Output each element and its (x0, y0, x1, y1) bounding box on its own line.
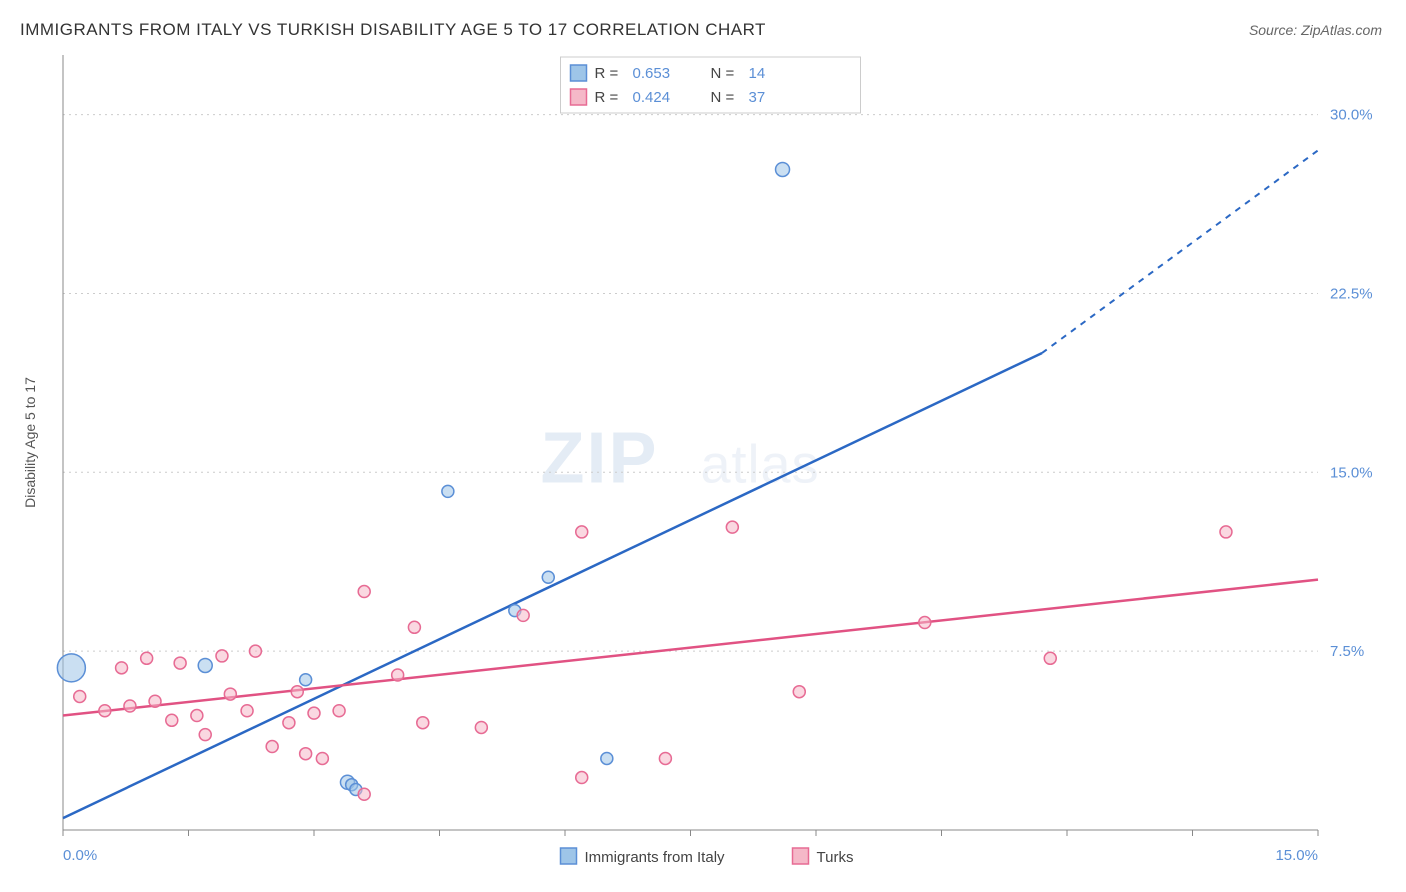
watermark: atlas (701, 435, 820, 495)
data-point (199, 729, 211, 741)
legend-n-value: 14 (749, 65, 766, 82)
data-point (291, 686, 303, 698)
legend-n-label: N = (711, 89, 735, 106)
y-tick-label: 30.0% (1330, 107, 1373, 124)
data-point (166, 714, 178, 726)
data-point (659, 752, 671, 764)
data-point (475, 721, 487, 733)
data-point (776, 162, 790, 176)
source-label: Source: ZipAtlas.com (1249, 22, 1382, 38)
legend-swatch (571, 65, 587, 81)
data-point (1044, 652, 1056, 664)
data-point (74, 690, 86, 702)
data-point (141, 652, 153, 664)
data-point (919, 617, 931, 629)
data-point (316, 752, 328, 764)
data-point (216, 650, 228, 662)
legend-series-name: Immigrants from Italy (585, 849, 726, 866)
data-point (442, 485, 454, 497)
legend-r-label: R = (595, 89, 619, 106)
data-point (57, 654, 85, 682)
chart-title: IMMIGRANTS FROM ITALY VS TURKISH DISABIL… (20, 20, 766, 40)
data-point (392, 669, 404, 681)
x-tick-label: 15.0% (1275, 847, 1318, 864)
data-point (358, 586, 370, 598)
watermark: ZIP (541, 419, 659, 499)
data-point (576, 772, 588, 784)
y-tick-label: 22.5% (1330, 285, 1373, 302)
data-point (300, 674, 312, 686)
data-point (266, 741, 278, 753)
data-point (726, 521, 738, 533)
chart-container: ZIP atlas 7.5% 15.0% 22.5% 30.0% 0.0% 15.0% Disa… (18, 55, 1388, 882)
data-point (174, 657, 186, 669)
data-point (517, 609, 529, 621)
data-point (576, 526, 588, 538)
data-point (224, 688, 236, 700)
data-point (542, 571, 554, 583)
legend-swatch (571, 89, 587, 105)
data-point (358, 788, 370, 800)
data-point (116, 662, 128, 674)
trend-line-dashed (1042, 150, 1318, 353)
data-point (249, 645, 261, 657)
data-point (300, 748, 312, 760)
data-point (283, 717, 295, 729)
data-point (99, 705, 111, 717)
data-point (601, 752, 613, 764)
correlation-scatter-chart: ZIP atlas 7.5% 15.0% 22.5% 30.0% 0.0% 15.0% Disa… (18, 55, 1388, 882)
legend-r-value: 0.424 (633, 89, 671, 106)
legend-r-label: R = (595, 65, 619, 82)
y-axis-label: Disability Age 5 to 17 (22, 377, 38, 508)
data-point (1220, 526, 1232, 538)
data-point (308, 707, 320, 719)
data-point (793, 686, 805, 698)
y-tick-label: 15.0% (1330, 464, 1373, 481)
data-point (198, 658, 212, 672)
data-point (417, 717, 429, 729)
data-point (191, 710, 203, 722)
x-tick-label: 0.0% (63, 847, 97, 864)
legend-swatch (793, 848, 809, 864)
data-point (241, 705, 253, 717)
data-point (124, 700, 136, 712)
legend-n-label: N = (711, 65, 735, 82)
legend-series-name: Turks (817, 849, 854, 866)
data-point (333, 705, 345, 717)
legend-r-value: 0.653 (633, 65, 671, 82)
y-tick-label: 7.5% (1330, 643, 1364, 660)
data-point (149, 695, 161, 707)
data-point (408, 621, 420, 633)
legend-n-value: 37 (749, 89, 766, 106)
legend-swatch (561, 848, 577, 864)
